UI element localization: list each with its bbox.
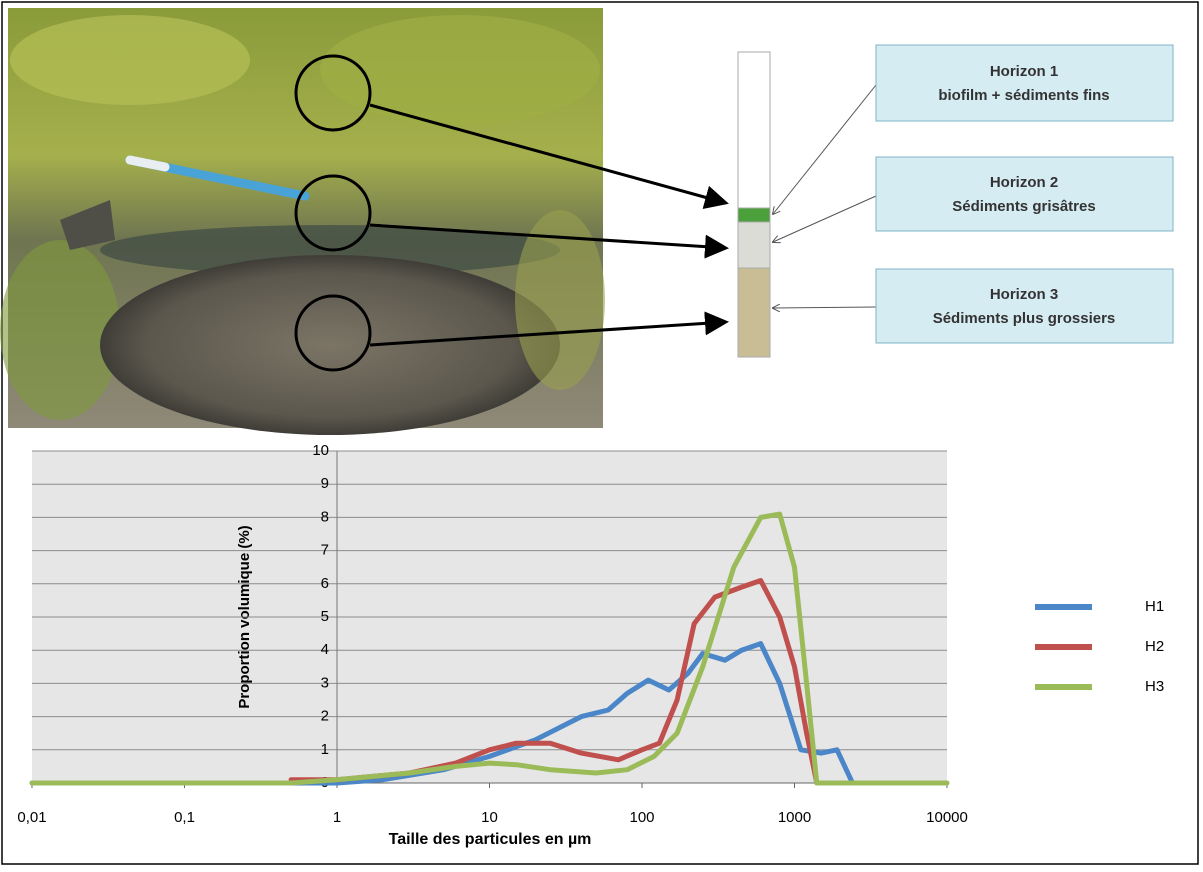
y-tick-label: 4 (321, 641, 329, 658)
y-tick-label: 6 (321, 575, 329, 592)
y-tick-label: 10 (312, 442, 329, 459)
box-title: Horizon 2 (990, 174, 1058, 191)
legend-label: H3 (1145, 678, 1164, 695)
legend-label: H2 (1145, 638, 1164, 655)
y-tick-label: 1 (321, 741, 329, 758)
core-tube: Horizon 1 biofilm + sédiments fins Horiz… (738, 45, 1173, 357)
x-tick-label: 1000 (778, 809, 811, 826)
legend-label: H1 (1145, 598, 1164, 615)
x-tick-label: 0,01 (17, 809, 46, 826)
box-text: Sédiments plus grossiers (933, 310, 1116, 327)
figure: Horizon 1 biofilm + sédiments fins Horiz… (0, 0, 1203, 867)
box-title: Horizon 1 (990, 63, 1058, 80)
box-text: Sédiments grisâtres (952, 198, 1095, 215)
photo (0, 8, 726, 435)
y-tick-label: 5 (321, 608, 329, 625)
y-tick-label: 8 (321, 508, 329, 525)
x-axis-title: Taille des particules en µm (389, 831, 592, 848)
y-tick-label: 9 (321, 475, 329, 492)
x-tick-label: 0,1 (174, 809, 195, 826)
x-tick-label: 1 (333, 809, 341, 826)
y-tick-label: 7 (321, 542, 329, 559)
y-tick-label: 3 (321, 674, 329, 691)
x-tick-label: 10 (481, 809, 498, 826)
box-title: Horizon 3 (990, 286, 1058, 303)
x-tick-label: 100 (629, 809, 654, 826)
box-text: biofilm + sédiments fins (938, 87, 1109, 104)
x-tick-label: 10000 (926, 809, 968, 826)
y-tick-label: 2 (321, 708, 329, 725)
